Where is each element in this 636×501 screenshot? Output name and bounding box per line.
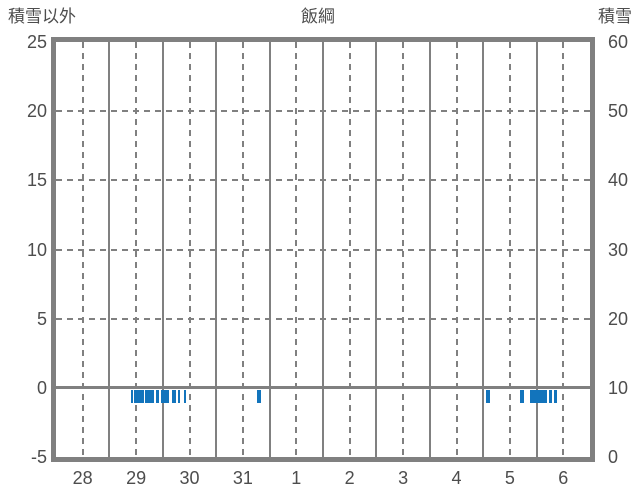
x-axis-tick-label: 3 [398, 468, 409, 488]
right-axis-tick-label: 30 [608, 239, 629, 260]
chart-title: 飯綱 [301, 7, 335, 26]
left-axis-tick-label: 0 [36, 377, 47, 398]
right-axis-tick-label: 50 [608, 101, 629, 122]
left-axis-tick-label: 15 [26, 170, 47, 191]
x-axis-tick-label: 1 [291, 468, 302, 488]
x-axis-tick-label: 31 [232, 468, 253, 488]
right-axis-title: 積雪 [598, 7, 632, 26]
x-axis-tick-label: 5 [504, 468, 515, 488]
x-axis-tick-label: 6 [558, 468, 569, 488]
plot-area [56, 42, 590, 457]
event-marker [548, 389, 553, 403]
x-axis-tick-label: 2 [344, 468, 355, 488]
right-axis-tick-label: 40 [608, 170, 629, 191]
right-axis-tick-label: 20 [608, 308, 629, 329]
x-axis-tick-label: 30 [179, 468, 200, 488]
event-marker [130, 389, 134, 403]
event-marker [183, 389, 186, 403]
left-axis-tick-label: 10 [26, 239, 47, 260]
horizontal-gridline-dashed [56, 179, 590, 182]
x-axis-tick-label: 28 [72, 468, 93, 488]
event-marker [160, 389, 169, 403]
event-marker [257, 389, 262, 403]
horizontal-gridline-dashed [56, 248, 590, 251]
zero-line [56, 386, 590, 390]
x-axis-tick-label: 4 [451, 468, 462, 488]
left-axis-tick-label: -5 [30, 447, 47, 467]
event-marker [554, 389, 557, 403]
left-axis-tick-label: 5 [36, 308, 47, 329]
left-axis-tick-label: 25 [26, 32, 47, 52]
x-axis-tick-label: 29 [126, 468, 147, 488]
left-axis-tick-label: 20 [26, 101, 47, 122]
right-axis-tick-label: 0 [608, 447, 619, 467]
event-marker [134, 389, 144, 403]
event-marker [144, 389, 155, 403]
right-axis-tick-label: 60 [608, 32, 629, 52]
event-marker [172, 389, 176, 403]
event-marker [156, 389, 160, 403]
event-marker [486, 389, 490, 403]
event-marker [519, 389, 525, 403]
horizontal-gridline-dashed [56, 317, 590, 320]
plot-frame [51, 37, 595, 462]
event-marker [530, 389, 548, 403]
horizontal-gridline-dashed [56, 110, 590, 113]
left-axis-title: 積雪以外 [8, 7, 76, 26]
event-marker [177, 389, 181, 403]
right-axis-tick-label: 10 [608, 377, 629, 398]
